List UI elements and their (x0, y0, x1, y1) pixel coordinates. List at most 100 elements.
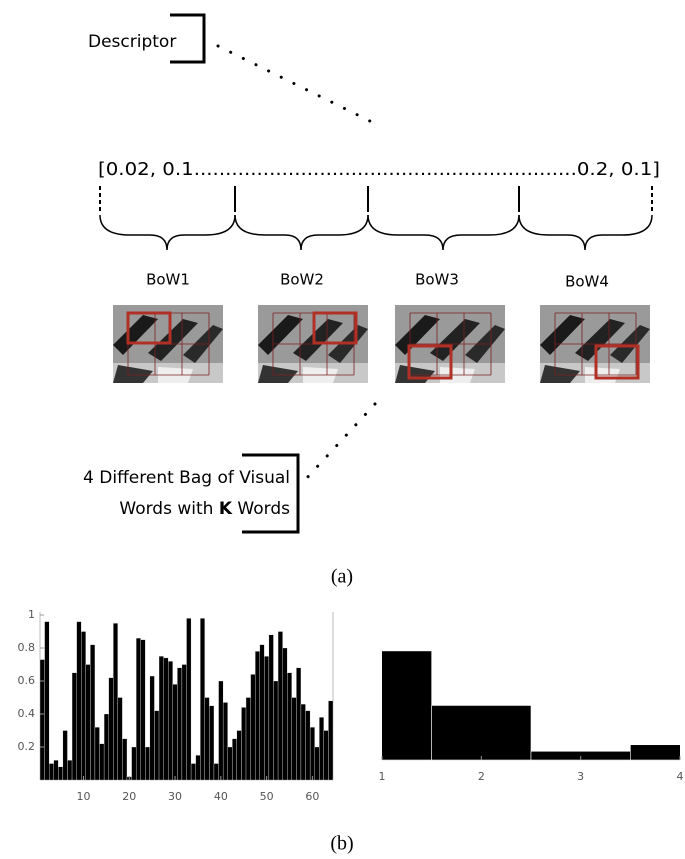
bow-label: BoW3 (415, 271, 459, 289)
bar (49, 764, 54, 781)
bar (173, 684, 178, 780)
x-tick-label: 50 (260, 790, 274, 803)
x-tick-label: 2 (478, 770, 485, 783)
bar (81, 632, 86, 781)
bar (273, 681, 278, 780)
bar (196, 755, 201, 780)
bar (168, 661, 173, 780)
x-tick-label: 10 (76, 790, 90, 803)
bar (223, 702, 228, 780)
bar (205, 698, 210, 781)
bar (630, 745, 685, 760)
bow-label: BoW4 (565, 273, 609, 291)
bars (332, 651, 685, 760)
bar (269, 635, 274, 780)
bar (54, 760, 59, 780)
bar (432, 705, 531, 760)
bar (40, 660, 45, 780)
x-tick-label: 4 (677, 770, 684, 783)
bar (154, 711, 159, 780)
caption: (b) (330, 833, 353, 855)
bar (255, 651, 260, 780)
x-tick-label: 20 (122, 790, 136, 803)
y-tick-label: 0.4 (18, 707, 36, 720)
thumbnail (540, 305, 650, 383)
bar (264, 656, 269, 780)
bar (332, 651, 431, 760)
bar (63, 731, 68, 781)
bar (145, 747, 150, 780)
bar (228, 747, 233, 780)
bar (319, 717, 324, 780)
y-tick-label: 0.8 (18, 641, 36, 654)
bar (241, 707, 246, 780)
x-tick-label: 1 (379, 770, 386, 783)
bar (90, 645, 95, 780)
bar (328, 701, 333, 780)
bow-label: BoW1 (146, 271, 190, 289)
bar (109, 678, 114, 780)
descriptor-label: Descriptor (88, 32, 176, 52)
bar (306, 711, 311, 780)
x-tick-label: 60 (305, 790, 319, 803)
thumbnail (113, 305, 223, 383)
caption: (a) (331, 566, 353, 588)
bar (287, 673, 292, 780)
bar (292, 698, 297, 781)
bar (278, 632, 283, 781)
bar (237, 731, 242, 781)
dotted-connector (218, 46, 382, 127)
bar (187, 618, 192, 780)
bar (191, 764, 196, 781)
descriptor-vector: [0.02, 0.1..............................… (98, 159, 660, 180)
bar (58, 767, 63, 780)
bow-label: BoW2 (280, 271, 324, 289)
figure: Descriptor [0.02, 0.1...................… (0, 0, 685, 859)
x-tick-label: 40 (214, 790, 228, 803)
bar (209, 706, 214, 780)
bar (200, 618, 205, 780)
bar (95, 727, 100, 780)
bar (113, 623, 118, 780)
bar (296, 668, 301, 780)
bar (310, 727, 315, 780)
bar (45, 622, 50, 780)
x-tick-label: 3 (577, 770, 584, 783)
bracket (242, 455, 298, 532)
bar (260, 645, 265, 780)
bar (164, 658, 169, 780)
note-line: 4 Different Bag of Visual (83, 468, 290, 488)
thumbnail (395, 305, 505, 383)
bar (118, 698, 123, 781)
bar (182, 665, 187, 781)
bar (301, 704, 306, 780)
bar (86, 665, 91, 781)
bar (122, 739, 127, 780)
braces (100, 215, 652, 250)
note-text: Words with (119, 499, 218, 519)
note-text: Words (232, 499, 290, 519)
bar (150, 676, 155, 780)
bar (177, 668, 182, 780)
bar (246, 698, 251, 781)
bar (219, 681, 224, 780)
bar (72, 673, 77, 780)
y-tick-label: 1 (28, 608, 35, 621)
bar (132, 747, 137, 780)
bar (159, 656, 164, 780)
bar (283, 648, 288, 780)
thumbnail (258, 305, 368, 383)
dotted-connector (305, 404, 375, 480)
bar (315, 747, 320, 780)
bar (136, 638, 141, 780)
note-text: K (219, 499, 233, 519)
x-tick-label: 30 (168, 790, 182, 803)
bar (214, 764, 219, 781)
bar (77, 622, 82, 780)
bars (40, 618, 333, 780)
bar (324, 731, 329, 781)
y-tick-label: 0.6 (18, 674, 36, 687)
bar (104, 714, 109, 780)
bar (251, 674, 256, 780)
note-line: Words with K Words (119, 499, 290, 519)
